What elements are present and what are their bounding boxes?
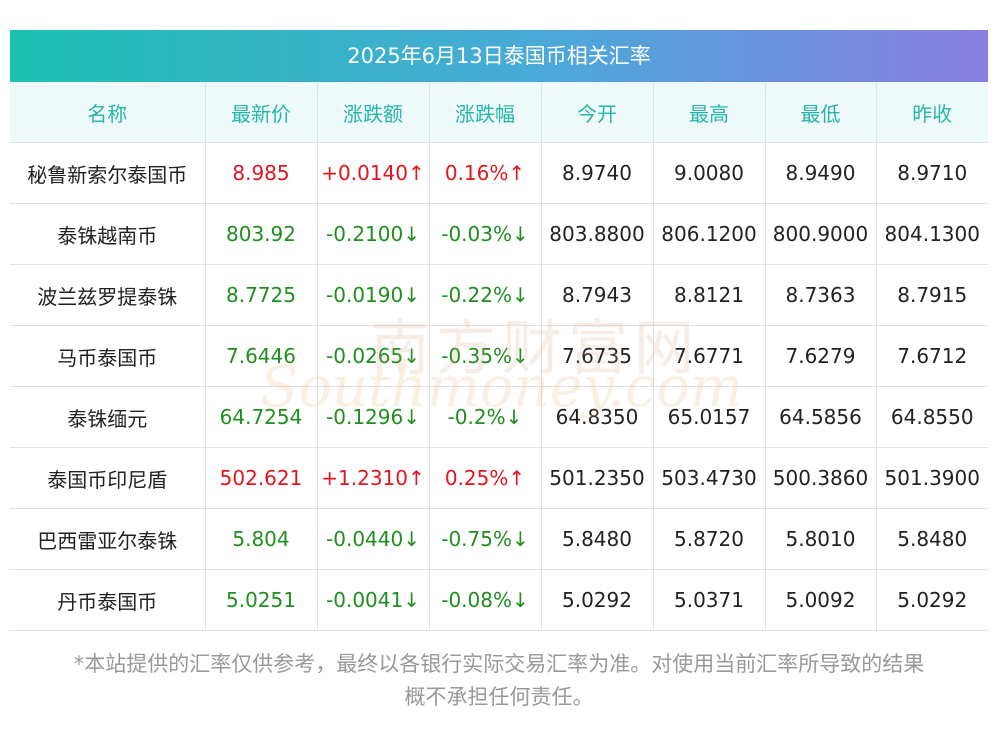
table-row: 泰铢越南币 803.92 -0.2100↓ -0.03%↓ 803.8800 806.12… [10, 203, 988, 265]
col-header-high: 最高 [653, 82, 766, 143]
col-header-latest: 最新价 [205, 82, 318, 143]
disclaimer-line-2: 概不承担任何责任。 [404, 685, 594, 709]
cell-name: 丹币泰国币 [10, 569, 206, 631]
cell-name: 泰国币印尼盾 [10, 447, 206, 509]
col-header-low: 最低 [765, 82, 877, 143]
cell-prev: 501.3900 [876, 447, 988, 509]
cell-name: 波兰兹罗提泰铢 [10, 264, 206, 326]
table-title: 2025年6月13日泰国币相关汇率 [10, 30, 988, 82]
cell-latest: 8.7725 [205, 264, 318, 326]
cell-change: -0.0265↓ [317, 325, 430, 387]
table-row: 泰国币印尼盾 502.621 +1.2310↑ 0.25%↑ 501.2350 503.4… [10, 447, 988, 509]
cell-change: +0.0140↑ [317, 142, 430, 204]
cell-low: 64.5856 [765, 386, 877, 448]
col-header-change: 涨跌额 [317, 82, 430, 143]
disclaimer: *本站提供的汇率仅供参考，最终以各银行实际交易汇率为准。对使用当前汇率所导致的结… [10, 648, 988, 714]
cell-prev: 8.9710 [876, 142, 988, 204]
cell-prev: 5.0292 [876, 569, 988, 631]
cell-pct: -0.22%↓ [429, 264, 542, 326]
cell-name: 泰铢越南币 [10, 203, 206, 265]
cell-high: 806.1200 [653, 203, 766, 265]
cell-name: 泰铢缅元 [10, 386, 206, 448]
cell-low: 7.6279 [765, 325, 877, 387]
cell-latest: 5.0251 [205, 569, 318, 631]
cell-high: 5.0371 [653, 569, 766, 631]
cell-name: 巴西雷亚尔泰铢 [10, 508, 206, 570]
table-row: 泰铢缅元 64.7254 -0.1296↓ -0.2%↓ 64.8350 65.0157 6… [10, 386, 988, 448]
cell-latest: 502.621 [205, 447, 318, 509]
cell-pct: -0.03%↓ [429, 203, 542, 265]
cell-change: -0.0190↓ [317, 264, 430, 326]
table-row: 波兰兹罗提泰铢 8.7725 -0.0190↓ -0.22%↓ 8.7943 8.8121… [10, 264, 988, 326]
table-row: 秘鲁新索尔泰国币 8.985 +0.0140↑ 0.16%↑ 8.9740 9.0080 8… [10, 142, 988, 204]
cell-pct: -0.2%↓ [429, 386, 542, 448]
cell-low: 500.3860 [765, 447, 877, 509]
cell-change: -0.2100↓ [317, 203, 430, 265]
cell-pct: -0.08%↓ [429, 569, 542, 631]
cell-high: 8.8121 [653, 264, 766, 326]
cell-pct: -0.35%↓ [429, 325, 542, 387]
cell-change: -0.0041↓ [317, 569, 430, 631]
cell-high: 7.6771 [653, 325, 766, 387]
cell-prev: 804.1300 [876, 203, 988, 265]
cell-latest: 5.804 [205, 508, 318, 570]
cell-change: +1.2310↑ [317, 447, 430, 509]
cell-latest: 803.92 [205, 203, 318, 265]
cell-low: 8.7363 [765, 264, 877, 326]
cell-open: 64.8350 [541, 386, 654, 448]
cell-latest: 64.7254 [205, 386, 318, 448]
disclaimer-line-1: *本站提供的汇率仅供参考，最终以各银行实际交易汇率为准。对使用当前汇率所导致的结… [73, 652, 925, 676]
col-header-name: 名称 [10, 82, 206, 143]
cell-prev: 8.7915 [876, 264, 988, 326]
cell-low: 5.0092 [765, 569, 877, 631]
rate-card: 2025年6月13日泰国币相关汇率 名称 最新价 涨跌额 涨跌幅 今开 最高 最… [10, 30, 988, 631]
table-row: 马币泰国币 7.6446 -0.0265↓ -0.35%↓ 7.6735 7.6771 7.… [10, 325, 988, 387]
cell-low: 8.9490 [765, 142, 877, 204]
cell-prev: 64.8550 [876, 386, 988, 448]
header-row: 名称 最新价 涨跌额 涨跌幅 今开 最高 最低 昨收 [10, 82, 988, 143]
cell-open: 5.8480 [541, 508, 654, 570]
cell-open: 8.7943 [541, 264, 654, 326]
table-row: 丹币泰国币 5.0251 -0.0041↓ -0.08%↓ 5.0292 5.0371 5.… [10, 569, 988, 631]
cell-open: 5.0292 [541, 569, 654, 631]
cell-pct: -0.75%↓ [429, 508, 542, 570]
cell-prev: 5.8480 [876, 508, 988, 570]
cell-name: 秘鲁新索尔泰国币 [10, 142, 206, 204]
cell-change: -0.1296↓ [317, 386, 430, 448]
cell-low: 800.9000 [765, 203, 877, 265]
rate-table: 名称 最新价 涨跌额 涨跌幅 今开 最高 最低 昨收 秘鲁新索尔泰国币 8.985… [10, 82, 988, 631]
cell-pct: 0.25%↑ [429, 447, 542, 509]
cell-open: 501.2350 [541, 447, 654, 509]
cell-pct: 0.16%↑ [429, 142, 542, 204]
col-header-pct: 涨跌幅 [429, 82, 542, 143]
cell-name: 马币泰国币 [10, 325, 206, 387]
cell-low: 5.8010 [765, 508, 877, 570]
col-header-prev: 昨收 [876, 82, 988, 143]
cell-high: 9.0080 [653, 142, 766, 204]
table-row: 巴西雷亚尔泰铢 5.804 -0.0440↓ -0.75%↓ 5.8480 5.8720 5… [10, 508, 988, 570]
cell-latest: 7.6446 [205, 325, 318, 387]
cell-high: 503.4730 [653, 447, 766, 509]
cell-prev: 7.6712 [876, 325, 988, 387]
col-header-open: 今开 [541, 82, 654, 143]
cell-change: -0.0440↓ [317, 508, 430, 570]
cell-open: 803.8800 [541, 203, 654, 265]
cell-open: 8.9740 [541, 142, 654, 204]
cell-high: 5.8720 [653, 508, 766, 570]
cell-high: 65.0157 [653, 386, 766, 448]
cell-open: 7.6735 [541, 325, 654, 387]
cell-latest: 8.985 [205, 142, 318, 204]
